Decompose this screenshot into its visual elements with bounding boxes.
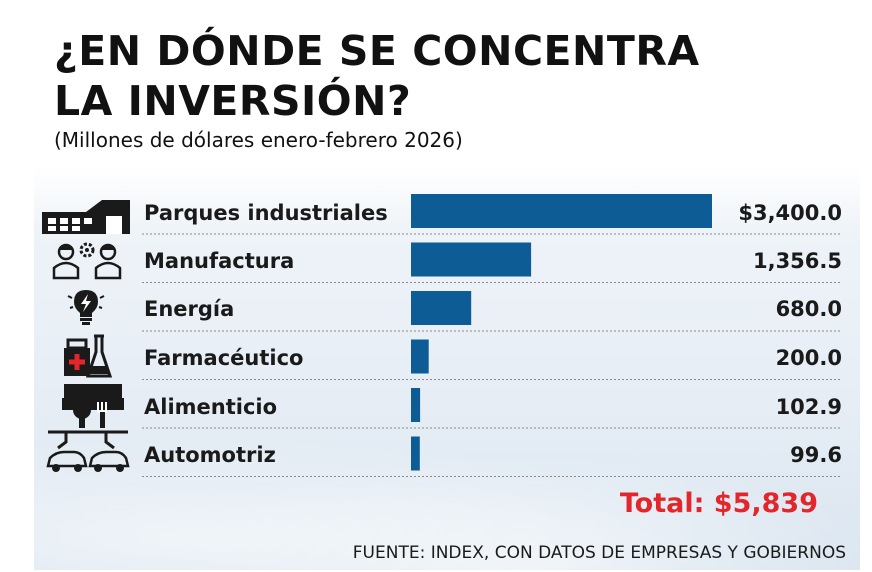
total-label: Total: $5,839 (619, 488, 818, 519)
chart-subtitle: (Millones de dólares enero-febrero 2026) (54, 128, 463, 152)
automotive-robot-icon (46, 430, 130, 472)
food-utensils-icon (62, 384, 124, 428)
bar (411, 194, 712, 228)
value-label: 200.0 (775, 346, 842, 370)
category-label: Farmacéutico (144, 346, 304, 370)
bar (411, 388, 421, 422)
title-line-1: ¿EN DÓNDE SE CONCENTRA (54, 27, 700, 75)
value-label: 680.0 (775, 297, 842, 321)
value-label: 99.6 (790, 443, 842, 467)
category-label: Automotriz (144, 443, 276, 467)
title-line-2: LA INVERSIÓN? (54, 77, 412, 125)
bar (411, 339, 429, 374)
category-label: Energía (144, 297, 235, 321)
chart-title: ¿EN DÓNDE SE CONCENTRA LA INVERSIÓN? (54, 26, 834, 126)
category-label: Parques industriales (144, 201, 388, 225)
value-label: 102.9 (775, 395, 842, 419)
bar (411, 242, 532, 277)
value-label: 1,356.5 (752, 249, 842, 273)
bar (411, 436, 420, 471)
value-label: $3,400.0 (738, 201, 842, 225)
category-label: Alimenticio (144, 395, 278, 419)
lightbulb-energy-icon (67, 290, 105, 325)
pharma-flask-icon (64, 334, 112, 378)
bar (411, 291, 472, 325)
category-label: Manufactura (144, 249, 295, 273)
source-note: FUENTE: INDEX, CON DATOS DE EMPRESAS Y G… (352, 543, 846, 563)
workers-gear-icon (52, 242, 122, 280)
factory-icon (42, 200, 130, 234)
